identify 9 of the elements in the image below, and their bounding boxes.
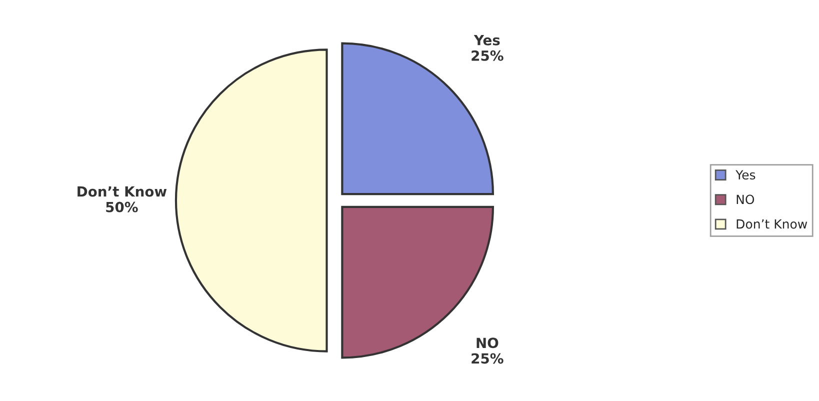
slice-label: NO (476, 338, 498, 348)
slice-label: Don’t Know (78, 186, 167, 197)
legend-label: Don’t Know (736, 219, 808, 229)
legend-label: NO (736, 194, 754, 204)
data-label: 25% (472, 50, 504, 61)
legend-label: Yes (736, 170, 756, 180)
data-label: 25% (472, 353, 504, 364)
slice-label: Yes (474, 35, 500, 46)
data-label: 50% (106, 202, 138, 212)
